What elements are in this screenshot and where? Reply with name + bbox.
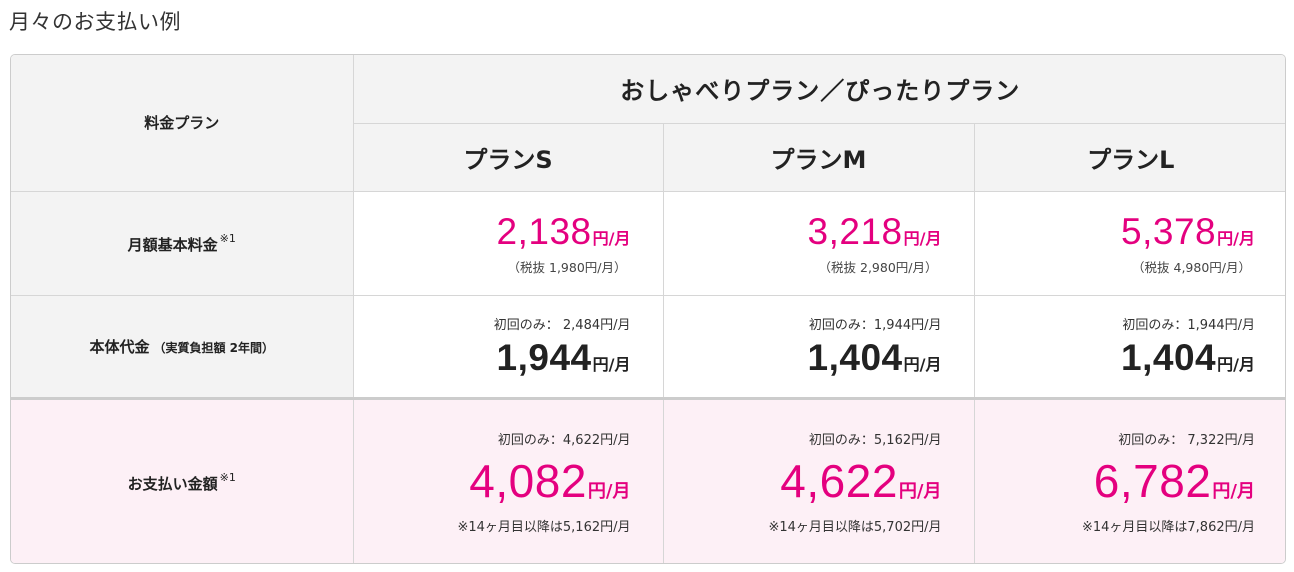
tax-note: （税抜 4,980円/月） [1132,259,1251,275]
unit: 円/月 [898,481,942,503]
plan-l-header: プランL [973,122,1285,192]
unit: 円/月 [1212,481,1255,503]
first-month-note: 初回のみ： 2,484円/月 [493,317,631,333]
device-cost-sublabel: （実質負担額 2年間） [153,340,275,355]
device-cost-plan-l: 初回のみ：1,944円/月 1,404円/月 [973,294,1285,399]
amount: 3,218 [807,210,903,252]
plan-label-header: 料金プラン [11,55,354,192]
unit: 円/月 [1217,354,1255,374]
device-cost-plan-s: 初回のみ： 2,484円/月 1,944円/月 [352,294,664,399]
monthly-fee-label: 月額基本料金 ※1 [11,190,354,296]
unit: 円/月 [592,228,631,248]
later-months-note: ※14ヶ月目以降は7,862円/月 [1081,520,1255,536]
payment-total-row: お支払い金額 ※1 初回のみ：4,622円/月 4,082円/月 ※14ヶ月目以降… [11,396,1285,563]
monthly-fee-plan-m: 3,218円/月 （税抜 2,980円/月） [662,190,975,296]
first-month-note: 初回のみ：4,622円/月 [497,433,631,449]
device-cost-row: 本体代金 （実質負担額 2年間） 初回のみ： 2,484円/月 1,944円/月 … [11,294,1285,399]
unit: 円/月 [1217,228,1255,248]
unit: 円/月 [903,354,942,374]
amount: 4,622 [780,455,898,508]
unit: 円/月 [587,481,631,503]
payment-total-plan-l: 初回のみ： 7,322円/月 6,782円/月 ※14ヶ月目以降は7,862円/… [973,396,1285,563]
amount: 2,138 [496,210,592,252]
payment-total-plan-m: 初回のみ：5,162円/月 4,622円/月 ※14ヶ月目以降は5,702円/月 [662,396,975,563]
first-month-note: 初回のみ：1,944円/月 [808,317,942,333]
amount: 1,404 [807,336,903,378]
plan-s-header: プランS [353,122,664,192]
monthly-fee-plan-s: 2,138円/月 （税抜 1,980円/月） [352,190,664,296]
device-cost-plan-m: 初回のみ：1,944円/月 1,404円/月 [662,294,975,399]
tax-note: （税抜 1,980円/月） [507,259,627,275]
first-month-note: 初回のみ： 7,322円/月 [1118,433,1255,449]
footnote-mark: ※1 [219,470,236,484]
monthly-fee-row: 月額基本料金 ※1 2,138円/月 （税抜 1,980円/月） 3,218円/月… [11,190,1285,296]
pricing-table: 料金プラン おしゃべりプラン／ぴったりプラン プランS プランM プランL 月額… [10,54,1286,564]
later-months-note: ※14ヶ月目以降は5,162円/月 [457,520,631,536]
amount: 4,082 [469,455,587,508]
tax-note: （税抜 2,980円/月） [818,259,938,275]
device-cost-label: 本体代金 （実質負担額 2年間） [11,294,354,399]
amount: 5,378 [1121,210,1217,252]
first-month-note: 初回のみ：5,162円/月 [808,433,942,449]
monthly-fee-plan-l: 5,378円/月 （税抜 4,980円/月） [973,190,1285,296]
amount: 6,782 [1093,455,1212,508]
payment-total-label: お支払い金額 ※1 [11,396,354,563]
footnote-mark: ※1 [219,231,236,245]
first-month-note: 初回のみ：1,944円/月 [1122,317,1255,333]
amount: 1,404 [1121,336,1217,378]
amount: 1,944 [496,336,592,378]
payment-total-plan-s: 初回のみ：4,622円/月 4,082円/月 ※14ヶ月目以降は5,162円/月 [352,396,664,563]
plan-group-header: おしゃべりプラン／ぴったりプラン [352,55,1285,124]
plan-m-header: プランM [662,122,975,192]
unit: 円/月 [592,354,631,374]
page-title: 月々のお支払い例 [9,10,181,34]
later-months-note: ※14ヶ月目以降は5,702円/月 [768,520,942,536]
unit: 円/月 [903,228,942,248]
